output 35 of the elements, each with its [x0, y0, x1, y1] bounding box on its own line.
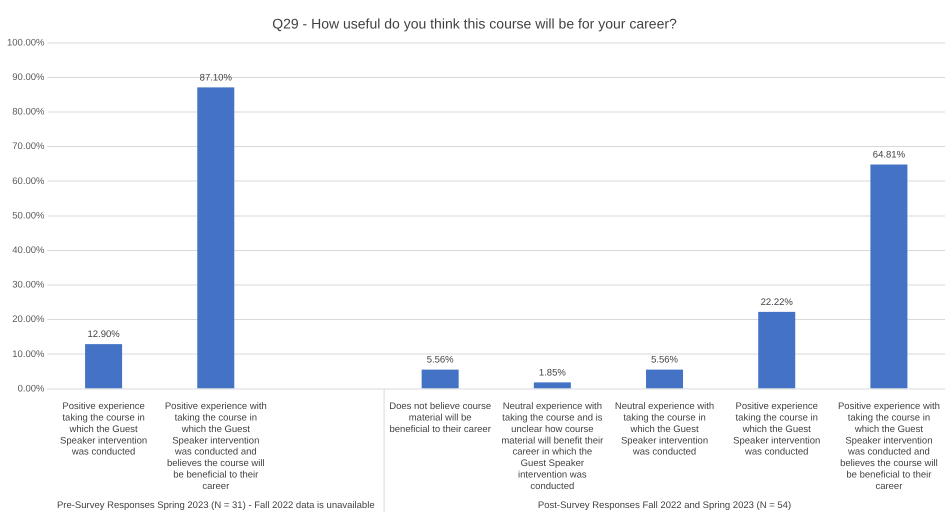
bar	[534, 382, 571, 388]
x-tick-label: Positive experience taking the course in which the Guest Speaker intervention was conducted	[60, 401, 148, 458]
data-label: 87.10%	[200, 72, 232, 84]
data-label: 12.90%	[87, 329, 120, 340]
y-tick-label: 10.00%	[12, 348, 46, 360]
bar	[870, 164, 908, 388]
y-tick-label: 60.00%	[12, 176, 46, 187]
chart-title: Q29 - How useful do you think this course will be for your career?	[272, 15, 678, 32]
data-label: 22.22%	[760, 296, 794, 308]
y-tick-label: 40.00%	[12, 245, 46, 256]
bar	[758, 312, 796, 388]
text: Post-Survey Responses Fall 2022 and Spring 2023 (N = 54)	[538, 500, 792, 511]
data-label: 64.81%	[872, 149, 906, 160]
data-label: 5.56%	[426, 354, 454, 366]
y-tick-label: 70.00%	[12, 141, 46, 152]
y-tick-label: 50.00%	[12, 210, 46, 222]
y-tick-label: 0.00%	[18, 383, 46, 394]
x-tick-label: Neutral experience with taking the course and is unclear how course material will benefit their career in which the Guest Speaker intervention was conducted	[501, 401, 604, 492]
y-tick-label: 20.00%	[12, 314, 46, 326]
x-tick-label: Neutral experience with taking the course in which the Guest Speaker intervention was conducted	[614, 401, 714, 458]
y-tick-label: 90.00%	[12, 72, 46, 84]
y-tick-label: 80.00%	[12, 106, 46, 118]
bar	[197, 87, 234, 388]
data-label: 1.85%	[538, 367, 566, 378]
x-tick-label: Positive experience with taking the course in which the Guest Speaker intervention was conducted and believes the course will be beneficial to their career	[164, 401, 267, 492]
x-tick-label: Does not believe course material will be beneficial to their career	[389, 401, 492, 435]
x-tick-label: Positive experience with taking the course in which the Guest Speaker intervention was conducted and believes the course will be beneficial to their career	[838, 401, 940, 492]
bar	[422, 370, 459, 388]
y-tick-label: 100.00%	[6, 37, 46, 48]
x-tick-label: Positive experience taking the course in which the Guest Speaker intervention was conducted	[733, 401, 820, 458]
data-label: 5.56%	[651, 354, 679, 366]
y-tick-label: 30.00%	[12, 280, 46, 291]
bar	[646, 370, 684, 388]
text: Pre-Survey Responses Spring 2023 (N = 31) - Fall 2022 data is unavailable	[56, 500, 375, 511]
bar	[85, 344, 122, 388]
